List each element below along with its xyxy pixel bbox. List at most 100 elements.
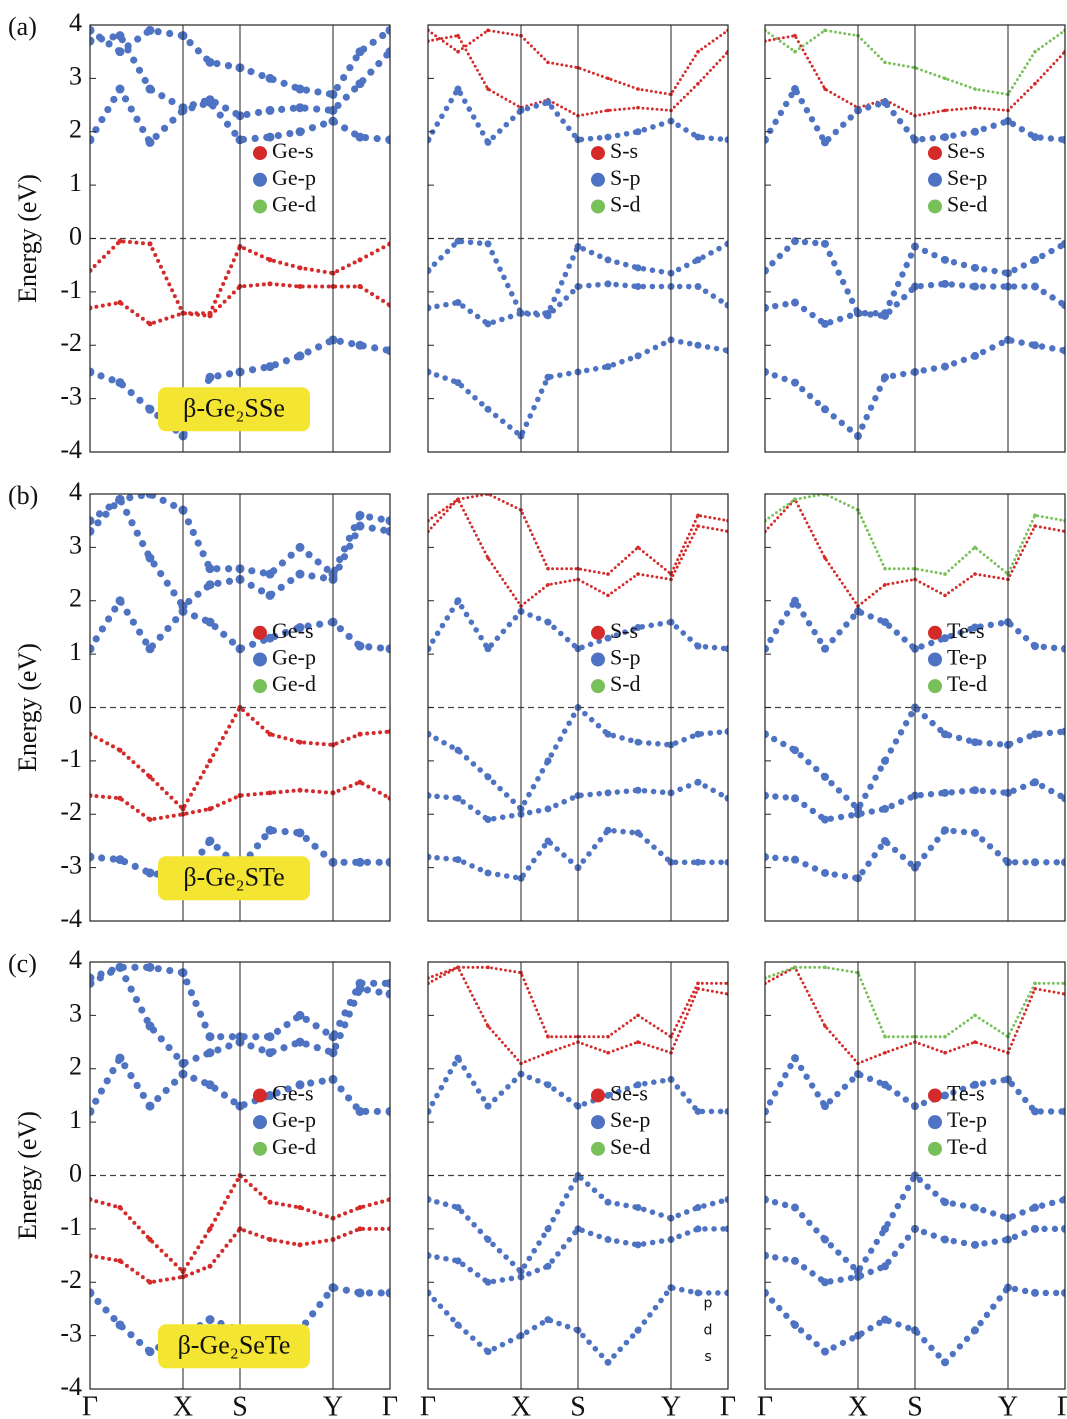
band-point: [207, 1226, 213, 1232]
legend-marker: [253, 172, 267, 187]
band-point: [205, 1048, 215, 1058]
band-point: [355, 47, 365, 57]
band-point: [387, 1226, 390, 1232]
y-tick-label: 2: [69, 1052, 82, 1081]
band-point: [634, 786, 642, 794]
band-point: [1033, 81, 1037, 86]
x-tick-label: Y: [998, 1391, 1018, 1419]
band-point: [205, 57, 215, 67]
band-point: [791, 596, 799, 605]
band-point: [428, 730, 432, 738]
band-point: [544, 1225, 552, 1233]
band-point: [428, 1289, 432, 1297]
x-tick-label: S: [570, 1391, 586, 1419]
band-point: [385, 978, 390, 988]
band-line: [765, 1284, 1065, 1367]
band-point: [205, 580, 215, 590]
x-tick-label: X: [511, 1391, 531, 1419]
band-point: [1031, 1203, 1039, 1212]
y-tick-label: 3: [69, 998, 82, 1027]
legend-marker: [928, 172, 942, 187]
compound-label: β-Ge₂SeTe: [178, 1330, 291, 1359]
band-point: [265, 1032, 275, 1042]
band-point: [355, 857, 365, 867]
band-point: [484, 405, 492, 413]
band-point: [90, 36, 95, 46]
band-point: [267, 731, 273, 737]
band-point: [90, 526, 95, 536]
band-point: [941, 634, 949, 643]
band-point: [387, 1197, 390, 1203]
band-point: [941, 1198, 949, 1207]
plot-area: [765, 28, 1065, 442]
band-point: [428, 368, 432, 376]
band-point: [765, 730, 769, 739]
band-point: [604, 133, 612, 141]
band-point: [385, 346, 390, 356]
band-point: [724, 1225, 728, 1233]
band-point: [295, 103, 305, 113]
compound-badge: [158, 387, 310, 432]
band-point: [821, 1278, 829, 1287]
x-tick-label: Y: [323, 1391, 343, 1419]
band-point: [694, 283, 702, 291]
legend-marker: [253, 1088, 267, 1103]
y-tick-label: -3: [60, 1319, 82, 1348]
legend-label: Te-d: [947, 671, 987, 696]
legend-label: Se-s: [947, 138, 985, 163]
band-point: [765, 1195, 769, 1204]
band-point: [971, 1326, 979, 1335]
plot-area: [765, 494, 1065, 883]
band-point: [604, 280, 612, 288]
band-point: [207, 758, 213, 764]
band-point: [1061, 858, 1065, 867]
band-point: [881, 1262, 889, 1271]
band-point: [428, 853, 432, 861]
band-point: [90, 305, 93, 311]
band-point: [793, 33, 797, 38]
band-point: [454, 1321, 462, 1329]
band-point: [696, 49, 700, 54]
band-point: [724, 645, 728, 653]
band-point: [634, 1326, 642, 1334]
band-point: [694, 256, 702, 264]
y-tick-label: 2: [69, 584, 82, 613]
band-point: [486, 1024, 490, 1028]
band-point: [355, 79, 365, 89]
y-axis-label: Energy (eV): [13, 174, 42, 303]
band-point: [428, 645, 432, 653]
band-point: [634, 283, 642, 291]
band-point: [117, 300, 123, 306]
legend-marker: [253, 1141, 267, 1156]
band-point: [1061, 1107, 1065, 1116]
band-point: [117, 1205, 123, 1211]
compound-badge: [158, 1324, 310, 1369]
band-point: [634, 1241, 642, 1249]
band-point: [765, 135, 769, 144]
band-point: [295, 1080, 305, 1090]
band-point: [724, 240, 728, 248]
band-point: [265, 73, 275, 83]
y-tick-label: -3: [60, 851, 82, 880]
y-tick-label: 3: [69, 61, 82, 90]
band-point: [544, 757, 552, 765]
band-point: [1061, 239, 1065, 248]
band-point: [1033, 981, 1037, 986]
legend-marker: [591, 1088, 605, 1103]
band-point: [1061, 346, 1065, 355]
band-point: [115, 84, 125, 94]
band-point: [881, 1224, 889, 1233]
band-point: [636, 1013, 640, 1018]
band-line: [90, 281, 390, 327]
band-point: [883, 566, 887, 571]
band-point: [606, 593, 610, 598]
legend-marker: [928, 146, 942, 161]
band-point: [765, 852, 769, 861]
band-point: [357, 1205, 363, 1211]
legend-marker: [928, 1088, 942, 1103]
band-point: [454, 299, 462, 307]
band-point: [145, 644, 155, 654]
band-point: [941, 133, 949, 142]
band-point: [941, 279, 949, 288]
band-point: [791, 855, 799, 864]
